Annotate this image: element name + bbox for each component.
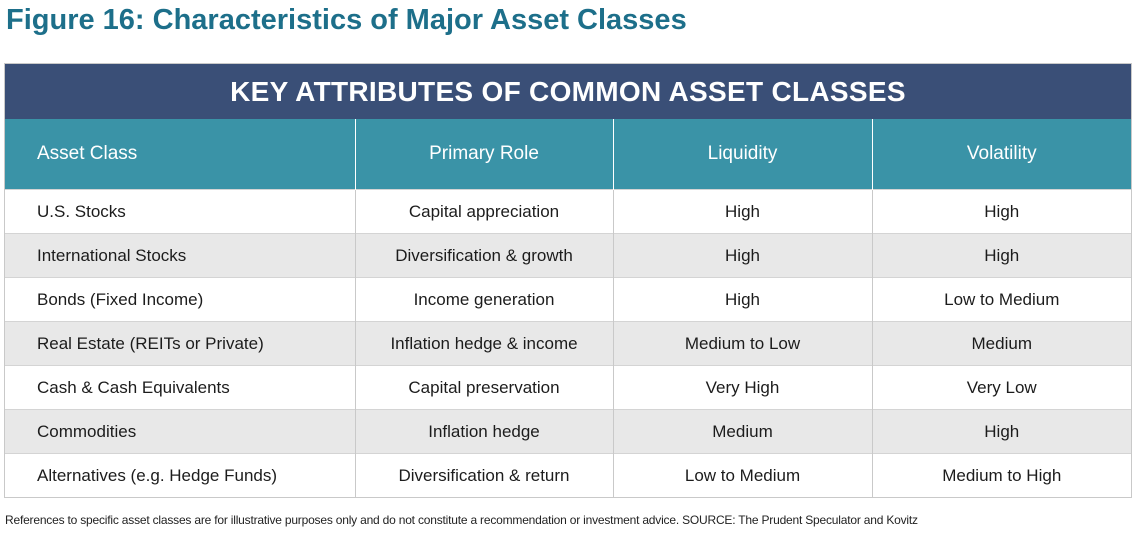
cell-asset-class: U.S. Stocks <box>5 189 355 234</box>
cell-liquidity: High <box>612 189 872 234</box>
cell-asset-class: Bonds (Fixed Income) <box>5 277 355 322</box>
table-row: Real Estate (REITs or Private) Inflation… <box>5 321 1131 366</box>
cell-primary-role: Capital appreciation <box>354 189 613 234</box>
header-liquidity: Liquidity <box>612 119 872 190</box>
cell-asset-class: Alternatives (e.g. Hedge Funds) <box>5 453 355 497</box>
cell-primary-role: Inflation hedge & income <box>354 321 613 366</box>
cell-volatility: Medium to High <box>871 453 1131 497</box>
cell-primary-role: Capital preservation <box>354 365 613 410</box>
header-volatility: Volatility <box>871 119 1131 190</box>
cell-primary-role: Diversification & growth <box>354 233 613 278</box>
footnote-source: References to specific asset classes are… <box>5 513 918 527</box>
cell-asset-class: Cash & Cash Equivalents <box>5 365 355 410</box>
cell-volatility: Medium <box>871 321 1131 366</box>
table-row: U.S. Stocks Capital appreciation High Hi… <box>5 189 1131 234</box>
cell-liquidity: Low to Medium <box>612 453 872 497</box>
asset-class-table-container: KEY ATTRIBUTES OF COMMON ASSET CLASSES A… <box>4 63 1132 498</box>
cell-primary-role: Diversification & return <box>354 453 613 497</box>
table-row: Bonds (Fixed Income) Income generation H… <box>5 277 1131 322</box>
cell-liquidity: High <box>612 233 872 278</box>
cell-primary-role: Income generation <box>354 277 613 322</box>
cell-asset-class: International Stocks <box>5 233 355 278</box>
header-asset-class: Asset Class <box>5 119 355 190</box>
table-row: International Stocks Diversification & g… <box>5 233 1131 278</box>
cell-volatility: High <box>871 189 1131 234</box>
cell-liquidity: Very High <box>612 365 872 410</box>
cell-primary-role: Inflation hedge <box>354 409 613 454</box>
cell-volatility: High <box>871 409 1131 454</box>
cell-asset-class: Commodities <box>5 409 355 454</box>
cell-liquidity: Medium <box>612 409 872 454</box>
asset-class-table: Asset Class Primary Role Liquidity Volat… <box>5 119 1131 497</box>
table-banner: KEY ATTRIBUTES OF COMMON ASSET CLASSES <box>5 64 1131 119</box>
figure-title: Figure 16: Characteristics of Major Asse… <box>6 4 687 36</box>
header-primary-role: Primary Role <box>354 119 613 190</box>
cell-liquidity: High <box>612 277 872 322</box>
cell-liquidity: Medium to Low <box>612 321 872 366</box>
cell-volatility: Very Low <box>871 365 1131 410</box>
table-header-row: Asset Class Primary Role Liquidity Volat… <box>5 119 1131 190</box>
table-row: Cash & Cash Equivalents Capital preserva… <box>5 365 1131 410</box>
cell-volatility: Low to Medium <box>871 277 1131 322</box>
table-row: Commodities Inflation hedge Medium High <box>5 409 1131 454</box>
cell-volatility: High <box>871 233 1131 278</box>
table-row: Alternatives (e.g. Hedge Funds) Diversif… <box>5 453 1131 497</box>
cell-asset-class: Real Estate (REITs or Private) <box>5 321 355 366</box>
